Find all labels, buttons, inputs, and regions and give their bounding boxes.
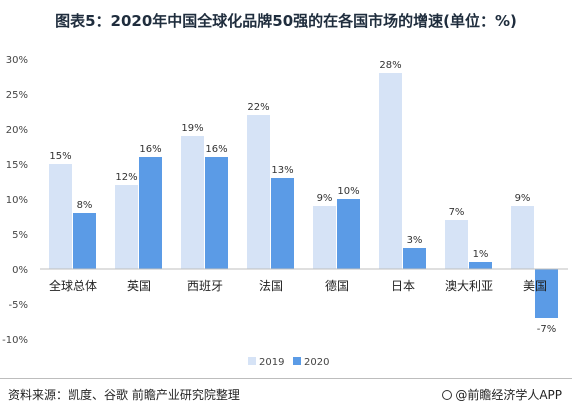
- data-labels: 15%8%12%16%19%16%22%13%9%10%28%3%7%1%9%-…: [49, 60, 556, 335]
- data-label-2020: 10%: [337, 186, 359, 197]
- y-tick-label: 30%: [6, 55, 28, 66]
- bar-chart: -10%-5%0%5%10%15%20%25%30% 15%8%12%16%19…: [2, 55, 568, 368]
- brand-credit: @前瞻经济学人APP: [442, 386, 562, 403]
- legend-swatch-2020: [293, 357, 301, 365]
- data-label-2020: 13%: [271, 165, 293, 176]
- x-tick-label: 法国: [259, 279, 283, 293]
- bar-2020: [535, 269, 558, 318]
- source-note: 资料来源：凯度、谷歌 前瞻产业研究院整理: [8, 388, 240, 402]
- y-tick-label: 10%: [6, 195, 28, 206]
- chart-title: 图表5：2020年中国全球化品牌50强的在各国市场的增速(单位：%): [55, 12, 517, 30]
- y-tick-label: -10%: [2, 335, 28, 346]
- y-tick-label: 5%: [12, 230, 28, 241]
- x-tick-label: 西班牙: [187, 279, 223, 293]
- bar-2020: [337, 199, 360, 269]
- bar-2019: [445, 220, 468, 269]
- legend: 2019 2020: [248, 357, 329, 368]
- legend-label-2020: 2020: [304, 357, 329, 368]
- y-tick-label: 0%: [12, 265, 28, 276]
- y-tick-label: 15%: [6, 160, 28, 171]
- x-tick-label: 英国: [127, 279, 151, 293]
- y-tick-label: -5%: [9, 300, 28, 311]
- bar-2019: [247, 115, 270, 269]
- bar-2019: [49, 164, 72, 269]
- bar-2019: [181, 136, 204, 269]
- data-label-2020: -7%: [537, 324, 556, 335]
- data-label-2019: 9%: [515, 193, 531, 204]
- x-tick-label: 美国: [523, 279, 547, 293]
- x-tick-label: 全球总体: [49, 278, 97, 293]
- bar-2020: [73, 213, 96, 269]
- data-label-2019: 15%: [49, 151, 71, 162]
- x-tick-label: 日本: [391, 279, 415, 293]
- data-label-2019: 22%: [247, 102, 269, 113]
- x-axis: 全球总体 英国 西班牙 法国 德国 日本 澳大利亚 美国: [40, 268, 568, 293]
- data-label-2020: 16%: [205, 144, 227, 155]
- bar-2020: [205, 157, 228, 269]
- legend-swatch-2019: [248, 357, 256, 365]
- brand-logo-icon: [442, 390, 453, 400]
- bar-2020: [139, 157, 162, 269]
- data-label-2019: 19%: [181, 123, 203, 134]
- data-label-2019: 7%: [449, 207, 465, 218]
- x-tick-label: 德国: [325, 278, 349, 293]
- bar-2019: [115, 185, 138, 269]
- bar-2019: [379, 73, 402, 269]
- bar-2020: [403, 248, 426, 269]
- data-label-2020: 16%: [139, 144, 161, 155]
- y-tick-label: 20%: [6, 125, 28, 136]
- bar-2019: [511, 206, 534, 269]
- bars: [49, 73, 558, 318]
- brand-credit-text: @前瞻经济学人APP: [455, 388, 562, 402]
- footer-divider: [0, 378, 572, 379]
- data-label-2020: 1%: [473, 249, 489, 260]
- x-tick-label: 澳大利亚: [445, 279, 493, 293]
- y-axis: -10% -5% 0% 5% 10% 15% 20% 25% 30%: [2, 55, 28, 346]
- legend-label-2019: 2019: [259, 357, 284, 368]
- data-label-2020: 3%: [407, 235, 423, 246]
- data-label-2019: 9%: [317, 193, 333, 204]
- data-label-2020: 8%: [77, 200, 93, 211]
- data-label-2019: 12%: [115, 172, 137, 183]
- bar-2020: [469, 262, 492, 269]
- bar-2019: [313, 206, 336, 269]
- bar-2020: [271, 178, 294, 269]
- y-tick-label: 25%: [6, 90, 28, 101]
- data-label-2019: 28%: [379, 60, 401, 71]
